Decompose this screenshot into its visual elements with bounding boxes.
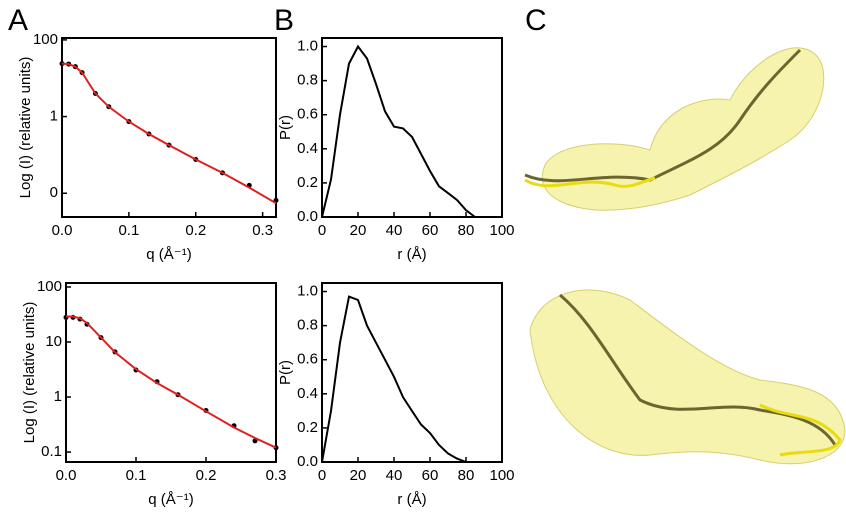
panel-label: A — [8, 4, 28, 37]
data-line — [66, 315, 277, 449]
data-line — [61, 62, 277, 205]
x-tick-label: 0.3 — [252, 222, 273, 239]
y-tick-label: 100 — [37, 278, 62, 295]
structure-bottom — [529, 289, 846, 465]
plot-frame — [321, 282, 503, 463]
y-tick-label: 0.6 — [297, 106, 318, 123]
y-tick-label: 0.4 — [297, 140, 318, 157]
x-axis-label: q (Å⁻¹) — [148, 491, 193, 508]
x-tick-label: 60 — [422, 467, 439, 484]
y-tick-label: 0.8 — [297, 317, 318, 334]
y-tick-label: 0.8 — [297, 72, 318, 89]
y-tick-label: 100 — [33, 31, 58, 48]
x-tick-label: 0.0 — [52, 222, 73, 239]
y-tick-label: 0.0 — [297, 208, 318, 225]
x-axis-label: q (Å⁻¹) — [146, 246, 191, 263]
plot-frame — [65, 282, 277, 463]
x-tick-label: 60 — [422, 222, 439, 239]
x-tick-label: 40 — [386, 222, 403, 239]
y-tick-label: 0.0 — [297, 453, 318, 470]
backbone — [524, 176, 656, 188]
x-axis-label: r (Å) — [397, 491, 426, 508]
x-tick-label: 0.2 — [185, 222, 206, 239]
x-tick-label: 0.0 — [56, 467, 77, 484]
envelope — [541, 47, 825, 211]
x-tick-label: 0 — [318, 467, 326, 484]
y-tick-label: 0.2 — [297, 174, 318, 191]
structure-top — [524, 47, 825, 211]
x-tick-label: 0.1 — [118, 222, 139, 239]
x-tick-label: 0.3 — [266, 467, 287, 484]
plot-frame — [321, 37, 503, 218]
x-tick-label: 0.2 — [196, 467, 217, 484]
x-axis-label: r (Å) — [397, 246, 426, 263]
backbone — [759, 403, 842, 457]
y-tick-label: 1 — [54, 388, 62, 405]
y-axis-label: P(r) — [277, 115, 294, 140]
y-tick-label: 0 — [50, 184, 58, 201]
x-tick-label: 20 — [350, 467, 367, 484]
x-tick-label: 0.1 — [126, 467, 147, 484]
y-tick-label: 0.6 — [297, 351, 318, 368]
y-axis-label: Log (I) (relative units) — [21, 302, 38, 444]
y-axis-label: Log (I) (relative units) — [17, 57, 34, 199]
x-tick-label: 0 — [318, 222, 326, 239]
backbone — [559, 293, 837, 446]
x-tick-label: 100 — [489, 467, 514, 484]
backbone — [524, 48, 802, 183]
x-tick-label: 100 — [489, 222, 514, 239]
y-tick-label: 0.1 — [41, 443, 62, 460]
y-tick-label: 0.2 — [297, 419, 318, 436]
data-line — [321, 44, 476, 218]
y-tick-label: 1.0 — [297, 282, 318, 299]
y-tick-label: 1.0 — [297, 37, 318, 54]
y-tick-label: 10 — [45, 333, 62, 350]
envelope — [529, 289, 846, 465]
y-tick-label: 0.4 — [297, 385, 318, 402]
y-axis-label: P(r) — [277, 360, 294, 385]
x-tick-label: 80 — [458, 222, 475, 239]
data-line — [321, 295, 467, 463]
x-tick-label: 80 — [458, 467, 475, 484]
x-tick-label: 40 — [386, 467, 403, 484]
panel-label: C — [525, 4, 547, 37]
plot-frame — [61, 37, 277, 218]
y-tick-label: 1 — [50, 108, 58, 125]
panel-label: B — [274, 4, 294, 37]
x-tick-label: 20 — [350, 222, 367, 239]
